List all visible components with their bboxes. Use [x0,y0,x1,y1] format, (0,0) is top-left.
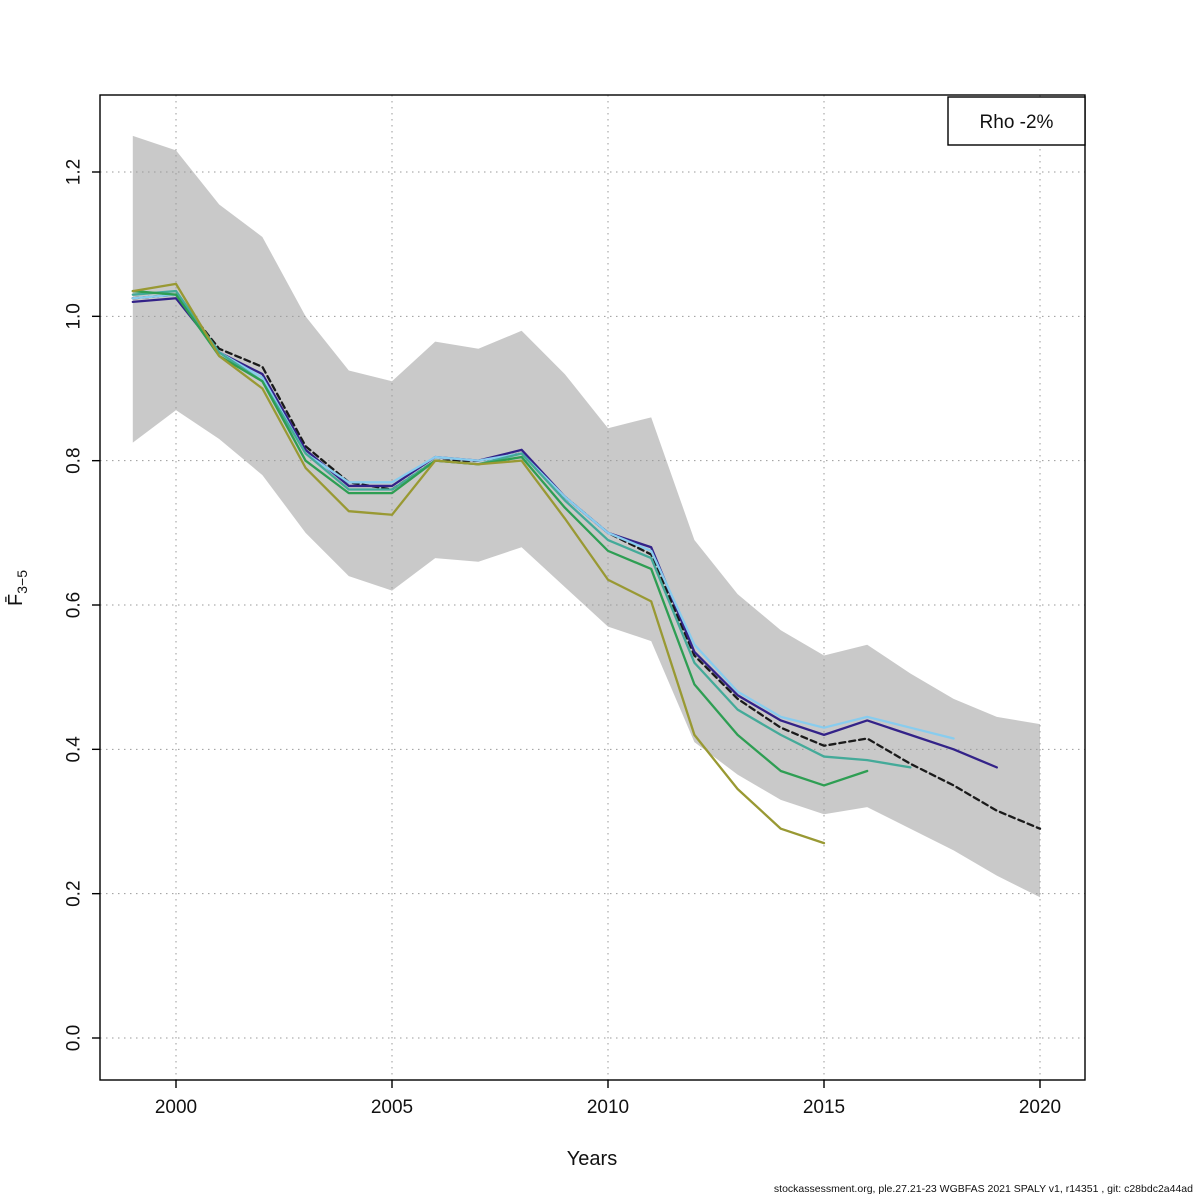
x-tick-label: 2020 [1019,1097,1061,1118]
y-tick-label: 0.2 [64,880,85,906]
confidence-band [132,135,1041,898]
series-line-base-run-2020 [131,293,1042,830]
y-tick-label: 0.8 [64,447,85,473]
x-axis-title: Years [567,1148,617,1170]
footer-credit: stockassessment.org, ple.27.21-23 WGBFAS… [774,1183,1193,1195]
series-line-retro-peel-2018 [131,293,955,740]
legend-label: Rho -2% [980,112,1054,133]
confidence-band-layer [132,135,1041,898]
x-tick-label: 2000 [155,1097,197,1118]
x-tick-label: 2005 [371,1097,413,1118]
plot-border [99,94,1086,1081]
y-axis-title: F̄3−5 [4,570,30,606]
axis-ticks-layer [92,171,1041,1088]
x-tick-label: 2015 [803,1097,845,1118]
y-tick-label: 0.4 [64,736,85,763]
legend-box [947,96,1086,146]
series-line-retro-peel-2015 [131,282,826,845]
tick-labels-layer: 2000 2005 2010 2015 2020 0.0 0.2 0.4 0.6 0.8 1.0 1.… [64,159,1062,1118]
y-axis-title-subscript: 3−5 [14,570,30,594]
series-line-retro-peel-2016 [131,289,869,787]
gridlines-layer [100,95,1085,1080]
y-tick-label: 0.6 [64,592,85,618]
y-tick-label: 1.2 [64,159,85,185]
x-tick-label: 2010 [587,1097,629,1118]
y-tick-label: 0.0 [64,1025,85,1051]
y-axis-title-base: F̄ [4,594,27,606]
y-tick-label: 1.0 [64,303,85,329]
series-lines-layer [131,282,1042,845]
legend: Rho -2% [947,96,1086,146]
